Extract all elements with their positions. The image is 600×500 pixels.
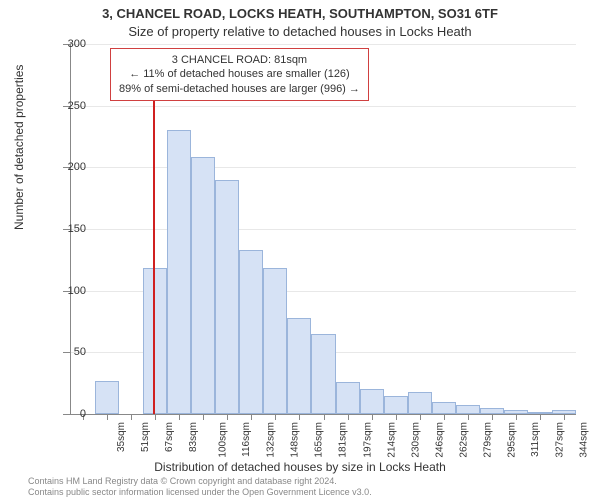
- x-tick: [227, 414, 228, 420]
- annotation-line-1: 3 CHANCEL ROAD: 81sqm: [119, 53, 360, 67]
- x-tick: [540, 414, 541, 420]
- footer-attribution: Contains HM Land Registry data © Crown c…: [28, 476, 372, 498]
- x-tick: [203, 414, 204, 420]
- x-tick: [492, 414, 493, 420]
- y-tick-label: 0: [80, 408, 86, 420]
- x-tick: [324, 414, 325, 420]
- y-tick-label: 100: [68, 285, 86, 297]
- histogram-bar: [95, 381, 119, 414]
- gridline: [71, 106, 576, 107]
- histogram-bar: [215, 180, 239, 414]
- histogram-bar: [311, 334, 335, 414]
- x-tick-label: 214sqm: [386, 422, 397, 458]
- histogram-bar: [432, 402, 456, 414]
- x-tick-label: 327sqm: [554, 422, 565, 458]
- x-tick: [372, 414, 373, 420]
- x-tick-label: 83sqm: [188, 422, 199, 452]
- x-tick-label: 181sqm: [338, 422, 349, 458]
- x-tick-label: 132sqm: [266, 422, 277, 458]
- x-tick: [564, 414, 565, 420]
- x-tick-label: 116sqm: [241, 422, 252, 457]
- annotation-line-3: 89% of semi-detached houses are larger (…: [119, 82, 360, 96]
- histogram-bar: [408, 392, 432, 414]
- y-tick-label: 150: [68, 223, 86, 235]
- histogram-bar: [143, 268, 167, 414]
- histogram-bar: [336, 382, 360, 414]
- x-tick-label: 344sqm: [579, 422, 590, 458]
- y-tick-label: 250: [68, 100, 86, 112]
- x-tick-label: 230sqm: [410, 422, 421, 458]
- annotation-line-2: ← 11% of detached houses are smaller (12…: [119, 67, 360, 81]
- x-tick: [275, 414, 276, 420]
- x-tick: [299, 414, 300, 420]
- y-tick-label: 50: [74, 346, 86, 358]
- histogram-bar: [239, 250, 263, 414]
- x-tick-label: 35sqm: [116, 422, 127, 452]
- x-tick: [107, 414, 108, 420]
- footer-line-1: Contains HM Land Registry data © Crown c…: [28, 476, 372, 487]
- x-tick: [131, 414, 132, 420]
- y-tick-label: 300: [68, 38, 86, 50]
- x-tick: [251, 414, 252, 420]
- histogram-bar: [384, 396, 408, 415]
- x-tick: [396, 414, 397, 420]
- x-tick-label: 311sqm: [530, 422, 541, 457]
- chart-title-main: 3, CHANCEL ROAD, LOCKS HEATH, SOUTHAMPTO…: [0, 6, 600, 21]
- footer-line-2: Contains public sector information licen…: [28, 487, 372, 498]
- x-tick-label: 51sqm: [140, 422, 151, 452]
- histogram-bar: [167, 130, 191, 414]
- histogram-bar: [191, 157, 215, 414]
- histogram-bar: [263, 268, 287, 414]
- y-tick-label: 200: [68, 161, 86, 173]
- gridline: [71, 167, 576, 168]
- gridline: [71, 44, 576, 45]
- x-tick-label: 67sqm: [164, 422, 175, 452]
- x-tick-label: 100sqm: [218, 422, 229, 458]
- x-tick-label: 295sqm: [506, 422, 517, 458]
- x-tick-label: 165sqm: [314, 422, 325, 458]
- x-tick: [444, 414, 445, 420]
- x-tick: [348, 414, 349, 420]
- x-tick: [468, 414, 469, 420]
- histogram-bar: [360, 389, 384, 414]
- annotation-box: 3 CHANCEL ROAD: 81sqm ← 11% of detached …: [110, 48, 369, 101]
- y-tick: [63, 414, 71, 415]
- histogram-bar: [456, 405, 480, 414]
- x-tick: [155, 414, 156, 420]
- histogram-bar: [287, 318, 311, 414]
- y-axis-title: Number of detached properties: [12, 65, 26, 230]
- x-tick-label: 148sqm: [290, 422, 301, 458]
- gridline: [71, 229, 576, 230]
- x-tick: [179, 414, 180, 420]
- x-tick: [420, 414, 421, 420]
- x-tick-label: 246sqm: [434, 422, 445, 458]
- x-tick-label: 197sqm: [362, 422, 373, 458]
- chart-title-sub: Size of property relative to detached ho…: [0, 24, 600, 39]
- x-tick-label: 279sqm: [482, 422, 493, 458]
- x-tick-label: 262sqm: [458, 422, 469, 458]
- x-axis-title: Distribution of detached houses by size …: [0, 460, 600, 474]
- x-tick: [516, 414, 517, 420]
- histogram-chart: 3, CHANCEL ROAD, LOCKS HEATH, SOUTHAMPTO…: [0, 0, 600, 500]
- y-tick: [63, 352, 71, 353]
- marker-line: [153, 51, 155, 414]
